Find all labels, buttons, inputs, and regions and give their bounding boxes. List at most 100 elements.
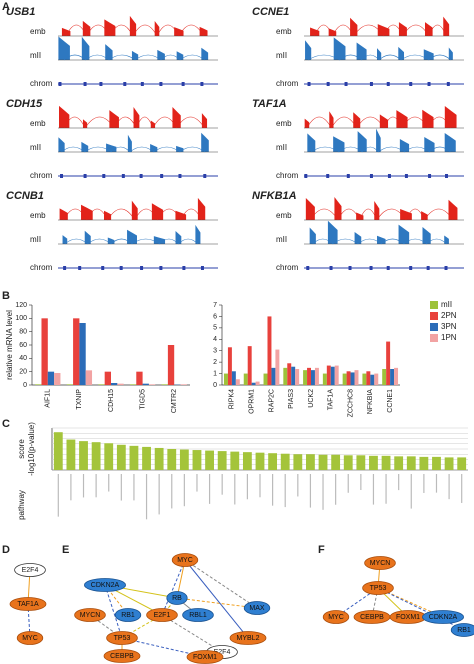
y-tick-label: 6 (213, 313, 217, 320)
node (171, 553, 199, 567)
bar (85, 370, 93, 385)
junction-arc (134, 54, 162, 61)
bar (350, 372, 355, 385)
exon (119, 266, 123, 270)
junction-arc (108, 54, 136, 61)
y-tick-label: 5 (213, 325, 217, 332)
y-tick-label: 40 (19, 355, 27, 362)
legend-label: mII (441, 300, 452, 309)
junction-arc (402, 24, 430, 37)
bar (111, 383, 118, 385)
exon (159, 82, 163, 86)
exon (83, 174, 87, 178)
bar (394, 367, 399, 385)
junction-arc (61, 146, 85, 153)
bar (142, 383, 149, 385)
bar (129, 445, 139, 470)
exon (386, 82, 390, 86)
bar (79, 323, 86, 385)
bar (35, 384, 42, 385)
bar (346, 371, 351, 385)
junction-arc (131, 238, 160, 245)
exon (444, 266, 448, 270)
bar (362, 373, 367, 385)
junction-arc (136, 116, 154, 129)
exon (409, 266, 413, 270)
track-label: mII (30, 143, 41, 152)
junction-arc (107, 208, 136, 221)
exon (344, 82, 348, 86)
junction-arc (178, 24, 204, 37)
bar (275, 349, 280, 385)
bar (79, 441, 88, 470)
edge (184, 559, 258, 609)
legend-label: 2PN (441, 311, 457, 320)
coverage (58, 197, 218, 220)
junction-arc (337, 208, 361, 221)
panel-label: A (2, 1, 10, 13)
gene-name: CDH15 (6, 98, 43, 110)
bar (366, 371, 371, 385)
coverage (58, 36, 218, 60)
bar (117, 383, 124, 385)
junction-arc (307, 54, 340, 61)
node (14, 563, 46, 577)
node-label: E2F4 (22, 567, 39, 574)
bar (263, 373, 268, 385)
bar (104, 371, 111, 385)
junction-arc (339, 54, 362, 61)
x-tick-label: ZCCHC8 (347, 389, 354, 417)
bar (419, 456, 429, 470)
bar (334, 365, 339, 385)
panel-label: D (2, 544, 10, 556)
node-label: RBL1 (189, 612, 207, 619)
junction-arc (86, 24, 111, 37)
junction-arc (356, 116, 385, 129)
bar (73, 318, 80, 385)
junction-arc (312, 238, 333, 245)
bar (386, 341, 391, 385)
gene-name: NFKB1A (252, 190, 297, 202)
y-axis-label: score (17, 439, 26, 459)
gene-name: CCNE1 (252, 6, 289, 18)
bar (104, 443, 114, 470)
track-label: mII (276, 143, 287, 152)
bar (271, 367, 276, 385)
node (84, 578, 127, 592)
coverage (304, 37, 464, 60)
exon (159, 266, 163, 270)
node-label: TP53 (370, 585, 387, 592)
exon (203, 174, 207, 178)
exon (121, 174, 125, 178)
bar (406, 456, 416, 470)
junction-arc (63, 116, 86, 129)
track-label: chrom (30, 171, 53, 180)
node (114, 608, 142, 622)
bar (291, 366, 296, 385)
exon (428, 174, 432, 178)
exon (369, 174, 373, 178)
bar (303, 370, 308, 385)
legend-swatch (430, 301, 438, 309)
node (229, 631, 267, 645)
junction-arc (65, 24, 87, 37)
node-label: CDKN2A (429, 614, 458, 621)
bar (243, 373, 248, 385)
exon (326, 82, 330, 86)
node-label: CEBPB (360, 614, 384, 621)
bar (306, 454, 315, 470)
bar (311, 370, 315, 385)
bar (167, 345, 175, 385)
junction-arc (109, 24, 134, 37)
bar (98, 384, 105, 385)
bar (54, 373, 61, 385)
bar (354, 370, 359, 385)
bar (356, 455, 366, 470)
junction-arc (111, 146, 131, 153)
junction-arc (403, 238, 427, 245)
y-tick-label: 0 (23, 382, 27, 389)
junction-arc (178, 238, 199, 245)
edge (104, 584, 123, 639)
x-tick-label: RIPK4 (229, 389, 236, 409)
junction-arc (429, 146, 451, 153)
